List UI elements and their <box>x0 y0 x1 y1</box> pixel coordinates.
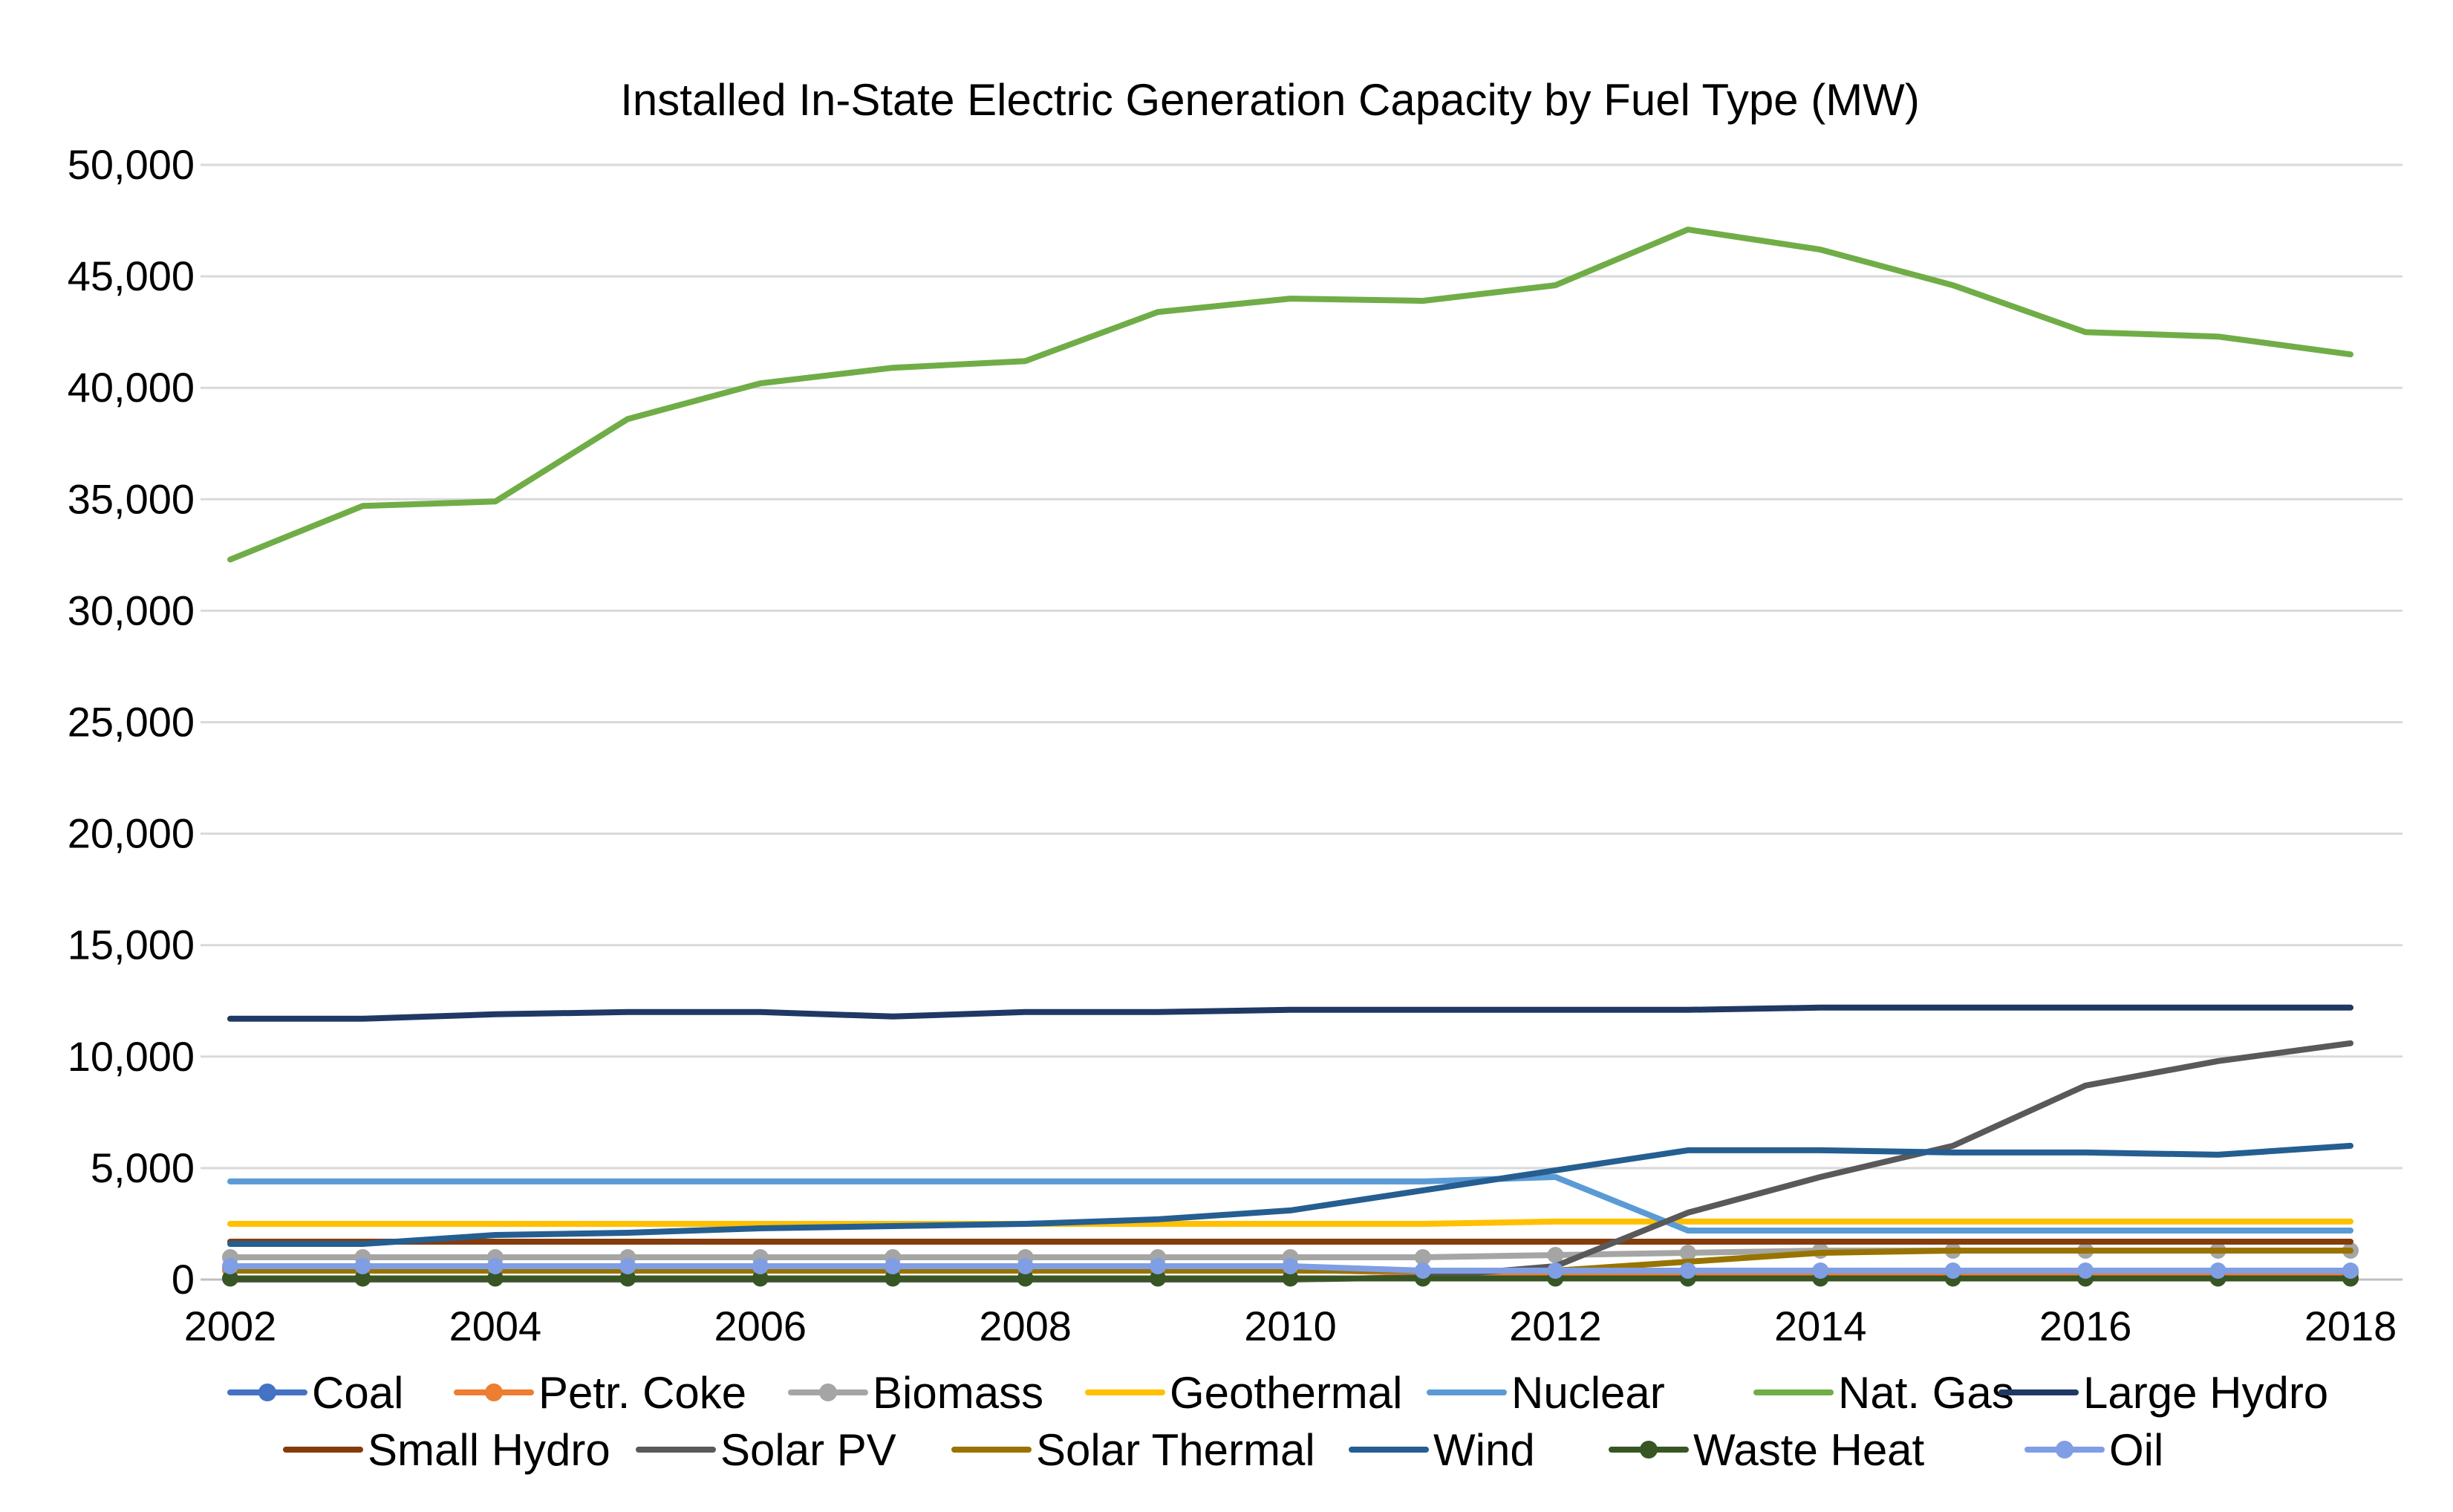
y-tick-label: 25,000 <box>68 699 195 746</box>
data-point-oil <box>486 1257 504 1274</box>
data-point-oil <box>1679 1262 1696 1279</box>
legend-label-nat-gas: Nat. Gas <box>1838 1368 2014 1418</box>
data-point-oil <box>1414 1262 1431 1279</box>
y-tick-label: 0 <box>172 1256 195 1303</box>
legend-label-geothermal: Geothermal <box>1170 1368 1402 1418</box>
y-tick-label: 50,000 <box>68 141 195 188</box>
x-tick-label: 2014 <box>1774 1303 1867 1349</box>
data-point-waste-heat <box>354 1270 371 1287</box>
legend-item-wind: Wind <box>1349 1425 1535 1475</box>
legend-label-waste-heat: Waste Heat <box>1693 1425 1925 1475</box>
data-point-oil <box>1547 1262 1564 1279</box>
legend-item-coal: Coal <box>227 1368 403 1418</box>
y-tick-label: 30,000 <box>68 587 195 633</box>
legend-marker-oil <box>2056 1441 2074 1459</box>
legend-label-biomass: Biomass <box>873 1368 1043 1418</box>
series-nat-gas <box>227 227 2353 563</box>
data-point-waste-heat <box>1150 1270 1167 1287</box>
legend-label-large-hydro: Large Hydro <box>2083 1368 2328 1418</box>
data-point-oil <box>1812 1262 1829 1279</box>
legend-item-oil: Oil <box>2024 1425 2163 1475</box>
legend-marker-coal <box>258 1384 276 1401</box>
data-point-waste-heat <box>885 1270 902 1287</box>
data-point-oil <box>619 1257 636 1274</box>
legend-marker-waste-heat <box>1640 1441 1658 1459</box>
data-point-waste-heat <box>1282 1270 1299 1287</box>
data-point-oil <box>1282 1257 1299 1274</box>
series-nuclear <box>227 1173 2353 1234</box>
x-tick-label: 2010 <box>1244 1303 1337 1349</box>
x-tick-label: 2018 <box>2304 1303 2397 1349</box>
data-point-biomass <box>1414 1248 1431 1265</box>
y-tick-label: 10,000 <box>68 1033 195 1080</box>
series-wind <box>227 1142 2353 1247</box>
series-line-large-hydro <box>227 1004 2353 1022</box>
x-tick-label: 2002 <box>184 1303 277 1349</box>
legend-label-nuclear: Nuclear <box>1511 1368 1665 1418</box>
y-axis: 0 5,000 10,000 15,000 20,000 25,000 30,000 35,0… <box>68 141 195 1303</box>
data-point-oil <box>1150 1257 1167 1274</box>
data-point-waste-heat <box>486 1270 504 1287</box>
data-point-oil <box>885 1257 902 1274</box>
data-point-waste-heat <box>619 1270 636 1287</box>
legend-marker-biomass <box>819 1384 837 1401</box>
legend-item-nuclear: Nuclear <box>1427 1368 1665 1418</box>
legend-item-petr-coke: Petr. Coke <box>454 1368 746 1418</box>
grid <box>201 163 2402 1281</box>
legend-item-nat-gas: Nat. Gas <box>1753 1368 2014 1418</box>
legend-label-solar-pv: Solar PV <box>720 1425 896 1475</box>
series-oil <box>222 1257 2359 1279</box>
legend-label-wind: Wind <box>1433 1425 1535 1475</box>
x-tick-label: 2004 <box>449 1303 542 1349</box>
data-point-biomass <box>1679 1244 1696 1261</box>
data-point-oil <box>222 1257 238 1274</box>
y-tick-label: 20,000 <box>68 810 195 857</box>
legend-item-waste-heat: Waste Heat <box>1609 1425 1925 1475</box>
legend-item-biomass: Biomass <box>788 1368 1043 1418</box>
data-point-oil <box>2342 1262 2359 1279</box>
legend-marker-petr-coke <box>485 1384 503 1401</box>
legend-label-oil: Oil <box>2109 1425 2163 1475</box>
y-tick-label: 15,000 <box>68 922 195 968</box>
data-point-waste-heat <box>752 1270 769 1287</box>
x-tick-label: 2012 <box>1509 1303 1602 1349</box>
y-tick-label: 35,000 <box>68 475 195 522</box>
legend-label-small-hydro: Small Hydro <box>368 1425 610 1475</box>
series-layer <box>222 227 2359 1287</box>
data-point-oil <box>752 1257 769 1274</box>
data-point-biomass <box>1547 1246 1564 1263</box>
y-tick-label: 40,000 <box>68 364 195 411</box>
data-point-oil <box>1017 1257 1034 1274</box>
legend-label-solar-thermal: Solar Thermal <box>1036 1425 1315 1475</box>
y-tick-label: 45,000 <box>68 252 195 299</box>
x-tick-label: 2006 <box>714 1303 807 1349</box>
x-tick-label: 2008 <box>979 1303 1072 1349</box>
legend-label-petr-coke: Petr. Coke <box>538 1368 746 1418</box>
legend-label-coal: Coal <box>312 1368 403 1418</box>
legend: Coal Petr. Coke Biomass Geothermal Nuclear Na… <box>227 1368 2328 1475</box>
data-point-oil <box>2077 1262 2094 1279</box>
y-tick-label: 5,000 <box>91 1144 195 1191</box>
x-tick-label: 2016 <box>2039 1303 2132 1349</box>
legend-item-small-hydro: Small Hydro <box>283 1425 610 1475</box>
data-point-oil <box>2209 1262 2226 1279</box>
series-line-wind <box>227 1142 2353 1247</box>
series-line-nat-gas <box>227 227 2353 563</box>
series-line-geothermal <box>227 1218 2353 1227</box>
series-geothermal <box>227 1218 2353 1227</box>
legend-item-solar-thermal: Solar Thermal <box>951 1425 1315 1475</box>
chart-title: Installed In-State Electric Generation C… <box>620 75 1920 125</box>
data-point-waste-heat <box>222 1270 238 1287</box>
legend-item-geothermal: Geothermal <box>1085 1368 1402 1418</box>
data-point-oil <box>354 1257 371 1274</box>
series-line-nuclear <box>227 1173 2353 1234</box>
data-point-oil <box>1944 1262 1961 1279</box>
series-large-hydro <box>227 1004 2353 1022</box>
legend-item-solar-pv: Solar PV <box>636 1425 896 1475</box>
data-point-waste-heat <box>1017 1270 1034 1287</box>
legend-item-large-hydro: Large Hydro <box>1998 1368 2328 1418</box>
